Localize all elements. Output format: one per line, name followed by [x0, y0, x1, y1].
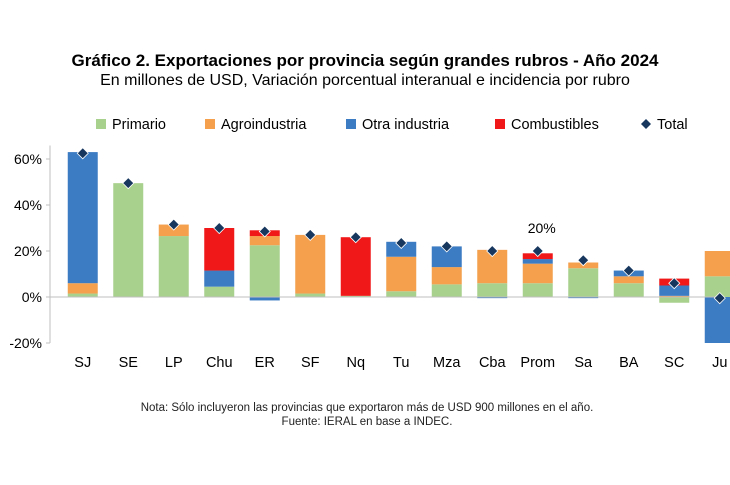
- x-tick-label: SJ: [74, 355, 91, 371]
- x-tick-label: SF: [301, 355, 320, 371]
- total-marker: [213, 221, 226, 235]
- legend-label: Total: [657, 117, 688, 133]
- total-marker: [531, 244, 544, 258]
- legend: Primario Agroindustria Otra industria Combu…: [96, 117, 688, 133]
- bar-agroindustria: [386, 256, 417, 292]
- bar-otra-industria: [522, 259, 553, 264]
- total-marker: [622, 264, 635, 277]
- total-marker: [440, 240, 453, 253]
- x-tick-label: Chu: [206, 355, 233, 371]
- bar-agroindustria: [67, 283, 98, 294]
- x-tick-label: Nq: [346, 355, 365, 371]
- bar-primario: [386, 291, 417, 297]
- bar-otra-industria: [704, 297, 730, 343]
- bar-otra-industria: [659, 285, 690, 296]
- total-marker: [395, 236, 408, 250]
- bar-primario: [204, 286, 235, 297]
- legend-label: Combustibles: [511, 117, 599, 133]
- total-marker: [577, 254, 590, 267]
- y-tick-label: -20%: [9, 335, 42, 351]
- bar-agroindustria: [659, 295, 690, 297]
- bar-otra-industria: [249, 297, 280, 301]
- bar-combustibles: [340, 237, 371, 296]
- legend-swatch: [641, 119, 651, 129]
- x-tick-label: SC: [664, 355, 684, 371]
- bar-otra-industria: [386, 241, 417, 257]
- x-tick-label: LP: [165, 355, 183, 371]
- x-tick-label: BA: [619, 355, 639, 371]
- x-tick-label: Tu: [393, 355, 409, 371]
- chart-note: Nota: Sólo incluyeron las provincias que…: [141, 402, 594, 414]
- total-marker: [349, 231, 362, 244]
- legend-swatch: [205, 119, 215, 129]
- bar-agroindustria: [522, 263, 553, 284]
- bar-primario: [613, 283, 644, 297]
- chart-subtitle: En millones de USD, Variación porcentual…: [100, 72, 630, 89]
- total-marker: [713, 292, 726, 305]
- bar-primario: [295, 293, 326, 297]
- y-tick-label: 60%: [14, 151, 42, 167]
- bar-otra-industria: [204, 270, 235, 287]
- bar-otra-industria: [431, 246, 462, 268]
- bar-primario: [67, 293, 98, 297]
- x-tick-label: Cba: [479, 355, 507, 371]
- bar-otra-industria: [477, 297, 508, 299]
- x-tick-label: Ju: [712, 355, 727, 371]
- bar-otra-industria: [568, 297, 599, 299]
- bar-agroindustria: [613, 276, 644, 284]
- legend-swatch: [346, 119, 356, 129]
- legend-label: Primario: [112, 117, 166, 133]
- y-tick-label: 40%: [14, 197, 42, 213]
- legend-label: Agroindustria: [221, 117, 307, 133]
- legend-swatch: [495, 119, 505, 129]
- total-marker: [167, 218, 180, 231]
- chart-source: Fuente: IERAL en base a INDEC.: [282, 416, 453, 428]
- bar-agroindustria: [431, 267, 462, 285]
- y-tick-label: 20%: [14, 243, 42, 259]
- total-marker: [668, 277, 681, 290]
- chart-title: Gráfico 2. Exportaciones por provincia s…: [72, 51, 660, 70]
- x-tick-label: Sa: [574, 355, 593, 371]
- y-tick-label: 0%: [22, 289, 42, 305]
- bar-primario: [431, 284, 462, 297]
- total-marker: [258, 225, 271, 238]
- bar-primario: [522, 283, 553, 297]
- x-tick-label: ER: [255, 355, 275, 371]
- bar-agroindustria: [295, 234, 326, 294]
- bar-agroindustria: [249, 236, 280, 246]
- bar-primario: [704, 276, 730, 297]
- bar-primario: [477, 283, 508, 297]
- bar-agroindustria: [704, 251, 730, 277]
- x-tick-label: SE: [119, 355, 139, 371]
- total-marker: [304, 228, 317, 241]
- x-tick-label: Mza: [433, 355, 461, 371]
- bar-primario: [249, 245, 280, 297]
- x-tick-label: Prom: [520, 355, 555, 371]
- bar-primario: [568, 268, 599, 297]
- legend-label: Otra industria: [362, 117, 450, 133]
- total-marker: [122, 177, 135, 190]
- bar-combustibles: [204, 228, 235, 271]
- bar-primario: [340, 295, 371, 297]
- total-marker: [76, 147, 89, 160]
- bar-primario: [659, 297, 690, 303]
- plot-area: -20% 0% 20% 40% 60% SJ SE LP Chu ER SF Nq Tu Mza Cba Pr…: [9, 145, 730, 371]
- data-label: 20%: [528, 220, 556, 236]
- bar-otra-industria: [67, 152, 98, 284]
- bar-primario: [113, 183, 144, 297]
- legend-swatch: [96, 119, 106, 129]
- bar-primario: [158, 236, 189, 297]
- total-marker: [486, 244, 499, 258]
